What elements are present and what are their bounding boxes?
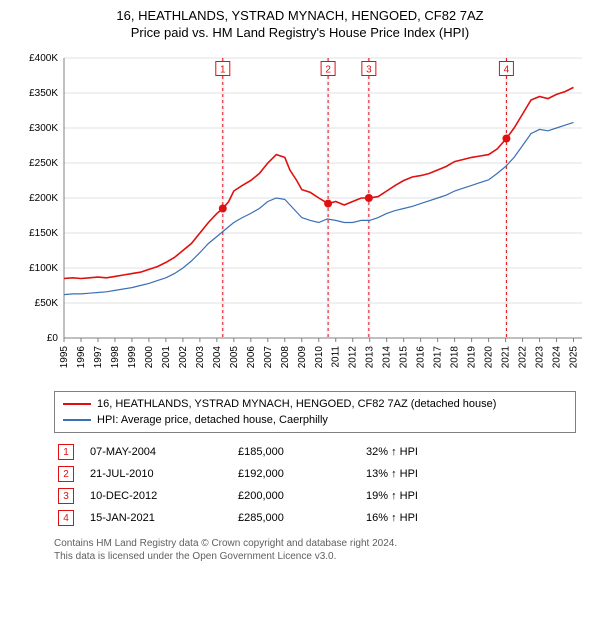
footer-line1: Contains HM Land Registry data © Crown c… xyxy=(54,537,576,550)
x-tick-label: 2023 xyxy=(535,346,546,369)
x-tick-label: 2013 xyxy=(365,346,376,369)
sale-date: 21-JUL-2010 xyxy=(86,463,234,485)
x-tick-label: 2015 xyxy=(399,346,410,369)
sale-label-num: 1 xyxy=(220,65,226,76)
sale-delta: 32% ↑ HPI xyxy=(362,441,576,463)
sale-dot xyxy=(365,194,373,202)
x-tick-label: 2012 xyxy=(348,346,359,369)
x-tick-label: 2019 xyxy=(467,346,478,369)
x-tick-label: 1995 xyxy=(59,346,70,369)
y-tick-label: £0 xyxy=(47,333,59,344)
chart-svg: £0 £50K £100K £150K £200K £250K £300K £350K £400… xyxy=(10,48,590,378)
x-tick-label: 2009 xyxy=(297,346,308,369)
x-tick-label: 1997 xyxy=(93,346,104,369)
x-tick-label: 1998 xyxy=(110,346,121,369)
table-row: 2 21-JUL-2010£192,00013% ↑ HPI xyxy=(54,463,576,485)
sale-label-num: 4 xyxy=(504,65,510,76)
sale-marker: 2 xyxy=(58,466,74,482)
x-tick-label: 2001 xyxy=(161,346,172,369)
legend-item: HPI: Average price, detached house, Caer… xyxy=(63,412,567,428)
sales-table: 1 07-MAY-2004£185,00032% ↑ HPI 2 21-JUL-201… xyxy=(54,441,576,529)
sale-delta: 16% ↑ HPI xyxy=(362,507,576,529)
figure-container: 16, HEATHLANDS, YSTRAD MYNACH, HENGOED, … xyxy=(0,0,600,563)
x-tick-label: 2014 xyxy=(382,346,393,369)
sale-price: £285,000 xyxy=(234,507,362,529)
sale-marker: 3 xyxy=(58,488,74,504)
x-tick-label: 2021 xyxy=(501,346,512,369)
x-tick-label: 2002 xyxy=(178,346,189,369)
sale-marker: 1 xyxy=(58,444,74,460)
sale-delta: 19% ↑ HPI xyxy=(362,485,576,507)
table-row: 4 15-JAN-2021£285,00016% ↑ HPI xyxy=(54,507,576,529)
y-tick-label: £50K xyxy=(35,298,59,309)
x-tick-label: 2008 xyxy=(280,346,291,369)
y-tick-label: £200K xyxy=(29,193,58,204)
sale-dot xyxy=(219,205,227,213)
footer-line2: This data is licensed under the Open Gov… xyxy=(54,550,576,563)
sale-price: £185,000 xyxy=(234,441,362,463)
legend-label: 16, HEATHLANDS, YSTRAD MYNACH, HENGOED, … xyxy=(97,398,496,410)
title-line1: 16, HEATHLANDS, YSTRAD MYNACH, HENGOED, … xyxy=(0,8,600,23)
sale-dot xyxy=(324,200,332,208)
legend: 16, HEATHLANDS, YSTRAD MYNACH, HENGOED, … xyxy=(54,391,576,433)
title-line2: Price paid vs. HM Land Registry's House … xyxy=(0,25,600,40)
sale-label-num: 2 xyxy=(325,65,331,76)
x-tick-label: 1999 xyxy=(127,346,138,369)
table-row: 1 07-MAY-2004£185,00032% ↑ HPI xyxy=(54,441,576,463)
sale-delta: 13% ↑ HPI xyxy=(362,463,576,485)
x-tick-label: 2017 xyxy=(433,346,444,369)
x-tick-label: 2016 xyxy=(416,346,427,369)
chart: £0 £50K £100K £150K £200K £250K £300K £350K £400… xyxy=(10,48,590,383)
sale-date: 07-MAY-2004 xyxy=(86,441,234,463)
y-tick-label: £350K xyxy=(29,88,58,99)
x-tick-label: 2020 xyxy=(484,346,495,369)
y-tick-label: £150K xyxy=(29,228,58,239)
x-tick-label: 2018 xyxy=(450,346,461,369)
x-tick-label: 2000 xyxy=(144,346,155,369)
table-row: 3 10-DEC-2012£200,00019% ↑ HPI xyxy=(54,485,576,507)
x-tick-label: 2011 xyxy=(331,346,342,368)
sale-date: 15-JAN-2021 xyxy=(86,507,234,529)
title-block: 16, HEATHLANDS, YSTRAD MYNACH, HENGOED, … xyxy=(0,0,600,44)
sale-date: 10-DEC-2012 xyxy=(86,485,234,507)
legend-item: 16, HEATHLANDS, YSTRAD MYNACH, HENGOED, … xyxy=(63,396,567,412)
x-tick-label: 2024 xyxy=(552,346,563,369)
sale-price: £192,000 xyxy=(234,463,362,485)
x-tick-label: 2006 xyxy=(246,346,257,369)
x-tick-label: 2004 xyxy=(212,346,223,369)
sale-price: £200,000 xyxy=(234,485,362,507)
series-property xyxy=(64,87,574,278)
sale-marker: 4 xyxy=(58,510,74,526)
x-tick-label: 1996 xyxy=(76,346,87,369)
legend-swatch xyxy=(63,403,91,405)
x-tick-label: 2022 xyxy=(518,346,529,369)
x-tick-label: 2025 xyxy=(569,346,580,369)
x-tick-label: 2005 xyxy=(229,346,240,369)
x-tick-label: 2010 xyxy=(314,346,325,369)
x-tick-label: 2003 xyxy=(195,346,206,369)
x-tick-label: 2007 xyxy=(263,346,274,369)
legend-label: HPI: Average price, detached house, Caer… xyxy=(97,414,328,426)
y-tick-label: £250K xyxy=(29,158,58,169)
sale-dot xyxy=(502,135,510,143)
y-tick-label: £300K xyxy=(29,123,58,134)
y-tick-label: £400K xyxy=(29,53,58,64)
sale-label-num: 3 xyxy=(366,65,372,76)
legend-swatch xyxy=(63,419,91,421)
y-tick-label: £100K xyxy=(29,263,58,274)
footer: Contains HM Land Registry data © Crown c… xyxy=(54,537,576,563)
